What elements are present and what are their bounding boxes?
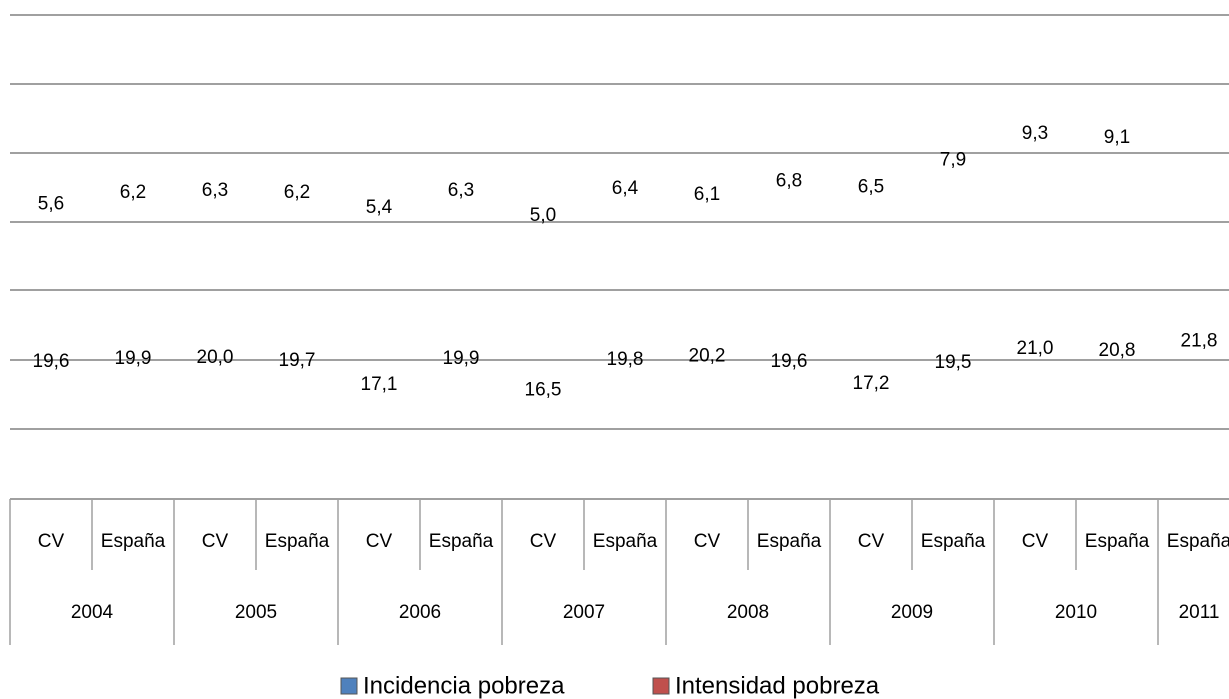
x-tick-label: España <box>1167 531 1229 552</box>
x-tick-label: CV <box>366 531 393 552</box>
x-group-label: 2011 <box>1179 602 1220 623</box>
x-group-label: 2007 <box>563 602 605 623</box>
value-label: 17,2 <box>853 373 890 394</box>
value-label: 16,5 <box>525 379 562 400</box>
value-label: 6,2 <box>120 182 146 203</box>
value-label: 5,4 <box>366 197 393 218</box>
legend-swatch <box>652 677 670 695</box>
value-label: 20,8 <box>1099 340 1136 361</box>
value-label: 7,9 <box>940 150 966 171</box>
value-label: 6,2 <box>284 182 310 203</box>
value-label: 19,8 <box>607 349 644 370</box>
x-group-label: 2010 <box>1055 602 1097 623</box>
value-label: 9,1 <box>1104 127 1130 148</box>
value-label: 6,4 <box>612 178 639 199</box>
x-tick-label: España <box>921 531 986 552</box>
value-label: 19,7 <box>279 350 316 371</box>
value-label: 19,9 <box>443 348 480 369</box>
x-tick-label: España <box>265 531 330 552</box>
legend-swatch <box>340 677 358 695</box>
legend-label: Incidencia pobreza <box>363 672 565 699</box>
x-tick-label: España <box>1085 531 1150 552</box>
value-label: 6,8 <box>776 171 802 192</box>
x-group-label: 2004 <box>71 602 114 623</box>
x-group-label: 2009 <box>891 602 933 623</box>
x-tick-label: CV <box>694 531 721 552</box>
value-label: 19,9 <box>115 348 152 369</box>
x-tick-label: CV <box>38 531 65 552</box>
x-tick-label: España <box>757 531 822 552</box>
value-label: 17,1 <box>361 374 398 395</box>
value-label: 6,3 <box>202 180 228 201</box>
value-label: 6,5 <box>858 176 884 197</box>
value-label: 21,8 <box>1181 331 1218 352</box>
value-label: 20,2 <box>689 345 726 366</box>
x-tick-label: España <box>429 531 494 552</box>
value-label: 19,6 <box>771 351 808 372</box>
x-tick-label: CV <box>858 531 885 552</box>
value-label: 6,3 <box>448 180 474 201</box>
value-label: 21,0 <box>1017 338 1054 359</box>
x-tick-label: CV <box>1022 531 1049 552</box>
value-label: 19,5 <box>935 352 972 373</box>
x-group-label: 2006 <box>399 602 441 623</box>
gridlines <box>10 14 1229 500</box>
x-group-label: 2005 <box>235 602 277 623</box>
value-label: 20,0 <box>197 347 234 368</box>
x-tick-label: España <box>101 531 166 552</box>
x-tick-label: CV <box>530 531 557 552</box>
x-group-label: 2008 <box>727 602 769 623</box>
value-label: 6,1 <box>694 184 720 205</box>
x-tick-label: CV <box>202 531 229 552</box>
value-label: 19,6 <box>33 351 70 372</box>
legend-label: Intensidad pobreza <box>675 672 880 699</box>
value-label: 5,6 <box>38 193 64 214</box>
value-label: 5,0 <box>530 205 556 226</box>
value-label: 9,3 <box>1022 123 1048 144</box>
x-tick-label: España <box>593 531 658 552</box>
